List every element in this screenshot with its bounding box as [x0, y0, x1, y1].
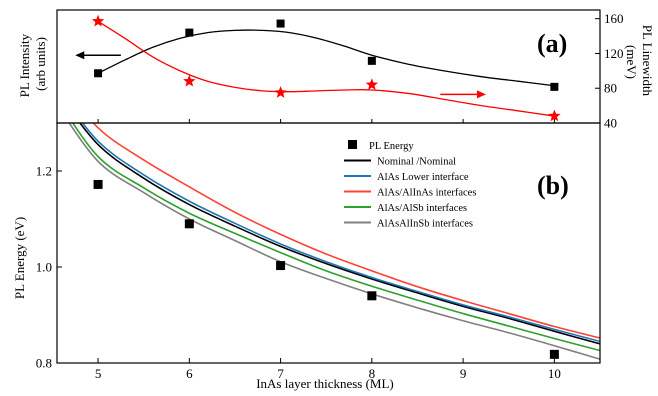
panel-a-left-axis-title: PL Intensity (arb units)	[17, 31, 48, 98]
panel-a-left-axis-title-line2: (arb units)	[33, 37, 48, 91]
panel-a-linewidth-star	[274, 86, 287, 98]
y-axis-tick-label: 1.2	[36, 164, 52, 179]
panel-a-linewidth-star	[183, 74, 196, 87]
panel-a-points	[91, 14, 561, 122]
panel-b-y-axis: 0.8 1.0 1.2	[36, 164, 62, 371]
series-line-alasalinsb-interfaces	[68, 123, 600, 360]
y-axis-tick-label: 1.0	[36, 260, 52, 275]
panel-a-intensity-point	[276, 19, 285, 28]
right-axis-tick-label: 40	[604, 116, 617, 131]
y-axis-tick-label: 0.8	[36, 356, 52, 371]
panel-b-points	[93, 179, 559, 359]
legend-label-alasalinsb-interfaces: AlAsAlInSb interfaces	[377, 219, 473, 230]
pl-energy-point	[549, 349, 559, 359]
panel-a-intensity-point	[94, 69, 103, 78]
arrow-right-head	[476, 90, 486, 99]
panel-a-linewidth-star	[365, 78, 379, 91]
legend: PL Energy Nominal /Nominal AlAs Lower inte…	[344, 140, 476, 230]
right-axis-tick-label: 120	[604, 46, 624, 61]
panel-a-right-axis-title-line1: PL Linewidth	[640, 25, 655, 97]
panel-b-label: (b)	[537, 171, 569, 200]
x-axis-tick-label: 7	[277, 366, 284, 381]
pl-energy-point	[93, 179, 103, 189]
x-axis-tick-label: 6	[186, 366, 193, 381]
panel-a-fit-curve-1	[97, 29, 555, 87]
panel-b-frame	[56, 122, 601, 364]
legend-label-pl-energy: PL Energy	[369, 141, 414, 152]
pl-energy-point	[367, 291, 377, 301]
panel-a-left-axis-title-line1: PL Intensity	[17, 33, 32, 97]
x-axis-tick-label: 5	[95, 366, 102, 381]
panel-a-arrows	[75, 51, 486, 99]
series-line-nominal-nominal	[78, 123, 600, 345]
x-axis-tick-label: 9	[460, 366, 467, 381]
series-line-alas-alinas-interfaces	[92, 123, 600, 339]
panel-a-frame	[56, 9, 601, 124]
x-axis-tick-label: 10	[548, 366, 561, 381]
panel-b-x-axis: 5 6 7 8 9 10	[95, 358, 561, 381]
right-axis-tick-label: 160	[604, 11, 624, 26]
pl-energy-point	[184, 219, 194, 229]
panel-a-right-axis-title-line2: (meV)	[624, 45, 639, 79]
legend-label-alas-lower-interface: AlAs Lower interface	[377, 172, 469, 183]
panel-a-linewidth-star	[91, 14, 105, 27]
panel-a-curves	[97, 20, 555, 117]
legend-marker-pl-energy	[348, 140, 357, 149]
panel-a-linewidth-star	[548, 109, 561, 122]
panel-a-right-axis-title: PL Linewidth (meV)	[624, 25, 655, 100]
panel-b: 5 6 7 8 9 10 0.8 1.0 1.2 (b) InAs layer thickne…	[12, 122, 601, 391]
panel-a-fit-curve-2	[97, 20, 555, 117]
right-axis-tick-label: 80	[604, 81, 617, 96]
panel-a-intensity-point	[367, 56, 376, 65]
series-line-alas-alsb-interfaces	[71, 123, 600, 352]
series-line-alas-lower-interface	[81, 123, 600, 343]
pl-energy-point	[276, 261, 286, 271]
x-axis-tick-label: 8	[369, 366, 376, 381]
panel-a-label: (a)	[537, 29, 567, 58]
legend-label-alas-alinas-interfaces: AlAs/AlInAs interfaces	[377, 188, 476, 199]
panel-b-lines	[68, 123, 600, 360]
y-axis-title: PL Energy (eV)	[12, 217, 27, 299]
panel-a-intensity-point	[550, 82, 559, 91]
legend-label-alas-alsb-interfaces: AlAs/AlSb interfaces	[377, 203, 467, 214]
arrow-left-head	[75, 51, 85, 60]
legend-label-nominal-nominal: Nominal /Nominal	[377, 157, 456, 168]
x-axis-title: InAs layer thickness (ML)	[256, 376, 394, 391]
panel-a-intensity-point	[185, 28, 194, 37]
